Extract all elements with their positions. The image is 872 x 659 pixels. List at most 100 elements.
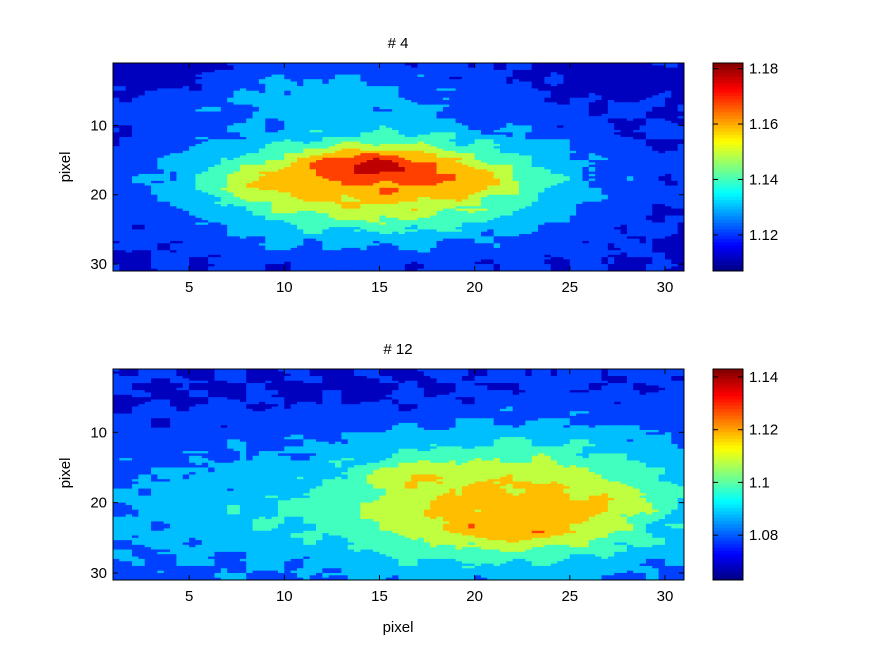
contour-cell: [113, 227, 120, 230]
contour-cell: [176, 113, 184, 117]
contour-cell: [163, 245, 171, 249]
contour-cell: [404, 167, 412, 170]
contour-cell: [284, 67, 292, 71]
contour-cell: [411, 106, 419, 110]
contour-cell: [411, 67, 419, 71]
contour-cell: [144, 113, 152, 117]
contour-cell: [144, 65, 152, 69]
contour-cell: [379, 104, 387, 108]
contour-cell: [220, 157, 228, 161]
contour-cell: [132, 236, 139, 240]
contour-cell: [392, 72, 400, 76]
contour-cell: [170, 227, 178, 230]
contour-cell: [189, 210, 197, 214]
contour-cell: [201, 104, 209, 108]
contour-cell: [220, 113, 228, 117]
contour-cell: [258, 106, 266, 110]
contour-cell: [392, 252, 400, 256]
contour-cell: [277, 229, 285, 233]
contour-cell: [461, 95, 469, 99]
contour-cell: [151, 224, 159, 228]
contour-cell: [271, 266, 279, 270]
contour-cell: [341, 157, 349, 161]
contour-cell: [385, 127, 393, 131]
contour-cell: [354, 252, 362, 256]
contour-cell: [195, 113, 203, 117]
contour-cell: [189, 254, 197, 258]
contour-cell: [195, 266, 203, 270]
contour-cell: [461, 125, 469, 129]
contour-cell: [233, 83, 241, 87]
contour-cell: [208, 106, 216, 110]
contour-cell: [182, 257, 190, 261]
contour-cell: [354, 238, 362, 242]
contour-cell: [144, 79, 152, 83]
contour-cell: [328, 148, 336, 152]
contour-cell: [252, 99, 260, 103]
contour-cell: [144, 141, 152, 145]
contour-cell: [404, 234, 412, 237]
contour-cell: [144, 164, 152, 168]
contour-cell: [119, 136, 127, 140]
contour-cell: [449, 143, 457, 147]
contour-cell: [195, 245, 203, 249]
contour-cell: [119, 227, 127, 230]
contour-cell: [404, 240, 412, 244]
contour-cell: [411, 88, 419, 92]
contour-cell: [373, 254, 381, 258]
contour-cell: [157, 261, 165, 265]
contour-cell: [392, 220, 400, 224]
contour-cell: [113, 224, 120, 228]
contour-cell: [341, 164, 349, 168]
contour-cell: [220, 83, 228, 87]
contour-cell: [309, 173, 317, 177]
contour-cell: [347, 109, 355, 113]
contour-cell: [132, 266, 139, 270]
contour-cell: [252, 120, 260, 124]
contour-cell: [316, 109, 323, 113]
contour-cell: [195, 86, 203, 90]
contour-cell: [233, 65, 241, 69]
contour-cell: [417, 247, 425, 251]
contour-cell: [442, 250, 450, 254]
contour-cell: [442, 224, 450, 228]
contour-cell: [360, 150, 368, 154]
contour-cell: [366, 155, 374, 159]
contour-cell: [379, 72, 387, 76]
contour-cell: [303, 63, 311, 66]
contour-cell: [258, 118, 266, 122]
contour-cell: [144, 146, 152, 150]
contour-cell: [258, 148, 266, 152]
contour-cell: [392, 88, 400, 92]
contour-cell: [455, 83, 463, 87]
contour-cell: [360, 199, 368, 203]
contour-cell: [322, 224, 330, 228]
contour-cell: [322, 169, 330, 173]
contour-cell: [258, 109, 266, 113]
contour-cell: [316, 125, 323, 129]
contour-cell: [423, 229, 431, 233]
contour-cell: [303, 171, 311, 175]
contour-cell: [132, 153, 139, 157]
contour-cell: [246, 208, 254, 212]
contour-cell: [322, 86, 330, 90]
contour-cell: [354, 65, 362, 69]
contour-cell: [138, 83, 146, 87]
contour-cell: [113, 153, 120, 157]
contour-cell: [113, 261, 120, 265]
contour-cell: [290, 171, 298, 175]
contour-cell: [189, 215, 197, 219]
contour-cell: [322, 88, 330, 92]
contour-cell: [258, 213, 266, 217]
contour-cell: [277, 222, 285, 226]
contour-cell: [125, 234, 133, 237]
contour-cell: [417, 132, 425, 136]
contour-cell: [411, 222, 419, 226]
contour-cell: [246, 79, 254, 83]
contour-cell: [411, 215, 419, 219]
contour-cell: [151, 146, 159, 150]
contour-cell: [354, 180, 362, 184]
contour-cell: [354, 150, 362, 154]
contour-cell: [246, 162, 254, 166]
contour-cell: [195, 134, 203, 138]
